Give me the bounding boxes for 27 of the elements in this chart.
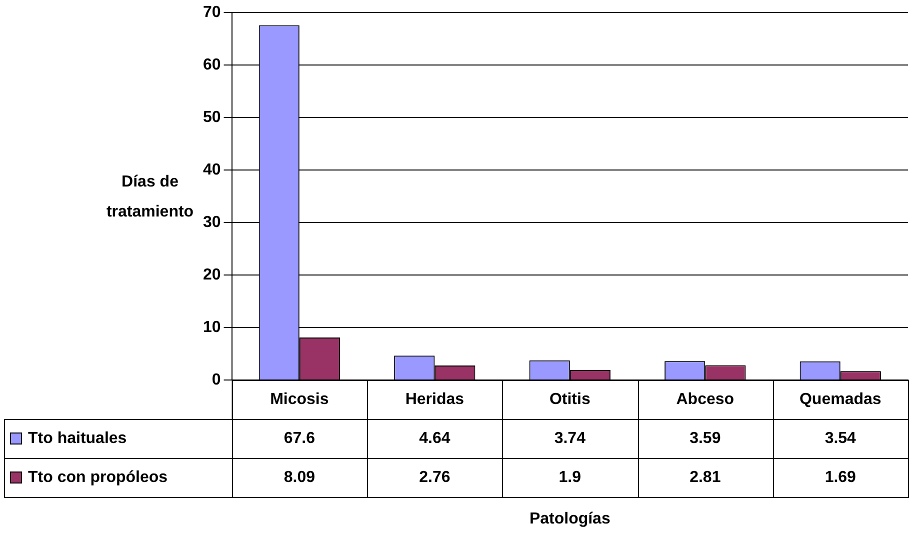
data-label: 1.69 <box>824 468 856 486</box>
x-tick-label: Micosis <box>270 390 329 408</box>
data-label: 3.74 <box>554 430 586 447</box>
data-label: 3.54 <box>824 430 856 447</box>
legend-label: Tto con propóleos <box>28 468 168 486</box>
y-tick-label: 40 <box>203 161 221 178</box>
data-label: 2.81 <box>690 468 721 486</box>
text: Patologías <box>529 510 610 528</box>
y-tick-label: 0 <box>212 371 221 388</box>
y-tick-label: 50 <box>203 108 221 126</box>
x-tick-label: Abceso <box>676 390 734 408</box>
data-label: 2.76 <box>419 468 450 486</box>
data-label: 3.59 <box>690 430 721 447</box>
data-label: 4.64 <box>419 430 450 447</box>
data-label: 8.09 <box>284 468 316 486</box>
legend-label: Tto haituales <box>28 430 127 447</box>
y-tick-label: 20 <box>203 266 221 284</box>
y-tick-label: 60 <box>203 56 221 74</box>
y-tick-label: 30 <box>203 214 221 231</box>
x-tick-label: Quemadas <box>799 390 882 408</box>
y-tick-label: 10 <box>203 318 221 336</box>
data-label: 67.6 <box>284 430 316 447</box>
x-tick-label: Otitis <box>549 390 590 408</box>
x-tick-label: Heridas <box>405 390 464 408</box>
y-axis-title: Días de tratamiento <box>106 173 194 220</box>
data-label: 1.9 <box>558 468 582 486</box>
y-tick-label: 70 <box>203 4 221 22</box>
